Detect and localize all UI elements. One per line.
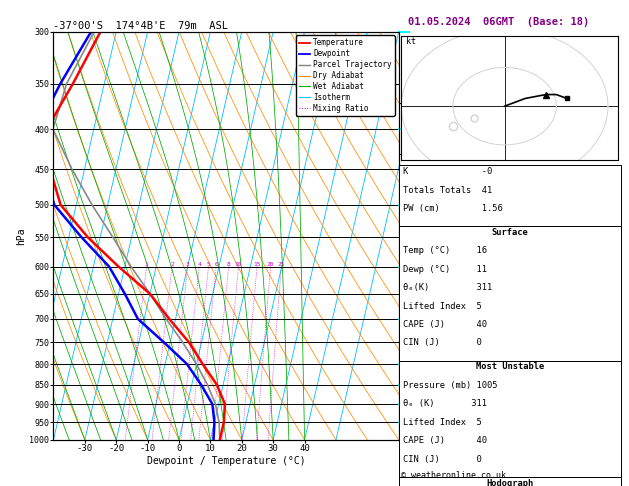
Text: 4: 4 (198, 261, 201, 267)
Text: Lifted Index  5: Lifted Index 5 (403, 301, 482, 311)
Text: Dewp (°C)     11: Dewp (°C) 11 (403, 264, 487, 274)
Text: CIN (J)       0: CIN (J) 0 (403, 338, 482, 347)
Text: Most Unstable: Most Unstable (476, 363, 544, 371)
Text: 01.05.2024  06GMT  (Base: 18): 01.05.2024 06GMT (Base: 18) (408, 17, 589, 27)
Text: θₑ(K)         311: θₑ(K) 311 (403, 283, 493, 292)
Text: Hodograph: Hodograph (486, 479, 534, 486)
Text: 5: 5 (207, 261, 210, 267)
Text: Mixing Ratio (g/kg): Mixing Ratio (g/kg) (443, 192, 453, 279)
Text: θₑ (K)       311: θₑ (K) 311 (403, 399, 487, 408)
Text: Temp (°C)     16: Temp (°C) 16 (403, 246, 487, 255)
Text: CAPE (J)      40: CAPE (J) 40 (403, 320, 487, 329)
Text: Pressure (mb) 1005: Pressure (mb) 1005 (403, 381, 498, 390)
Text: 15: 15 (253, 261, 261, 267)
Text: Lifted Index  5: Lifted Index 5 (403, 418, 482, 427)
Text: LCL: LCL (416, 424, 429, 430)
Text: 3: 3 (186, 261, 189, 267)
Text: -37°00'S  174°4B'E  79m  ASL: -37°00'S 174°4B'E 79m ASL (53, 21, 228, 31)
Text: Totals Totals  41: Totals Totals 41 (403, 186, 493, 195)
Text: 25: 25 (277, 261, 285, 267)
Text: 2: 2 (170, 261, 174, 267)
Text: CIN (J)       0: CIN (J) 0 (403, 455, 482, 464)
Text: kt: kt (406, 37, 416, 46)
Text: CAPE (J)      40: CAPE (J) 40 (403, 436, 487, 445)
Text: 1: 1 (145, 261, 148, 267)
Text: 6: 6 (214, 261, 218, 267)
Text: 10: 10 (235, 261, 242, 267)
Text: 20: 20 (267, 261, 274, 267)
Y-axis label: km
ASL: km ASL (415, 226, 429, 245)
Text: 8: 8 (226, 261, 230, 267)
Y-axis label: hPa: hPa (16, 227, 26, 244)
X-axis label: Dewpoint / Temperature (°C): Dewpoint / Temperature (°C) (147, 456, 306, 466)
Legend: Temperature, Dewpoint, Parcel Trajectory, Dry Adiabat, Wet Adiabat, Isotherm, Mi: Temperature, Dewpoint, Parcel Trajectory… (296, 35, 395, 116)
Text: Surface: Surface (492, 227, 528, 237)
Text: PW (cm)        1.56: PW (cm) 1.56 (403, 204, 503, 213)
Text: K              -0: K -0 (403, 167, 493, 176)
Text: © weatheronline.co.uk: © weatheronline.co.uk (401, 470, 506, 480)
